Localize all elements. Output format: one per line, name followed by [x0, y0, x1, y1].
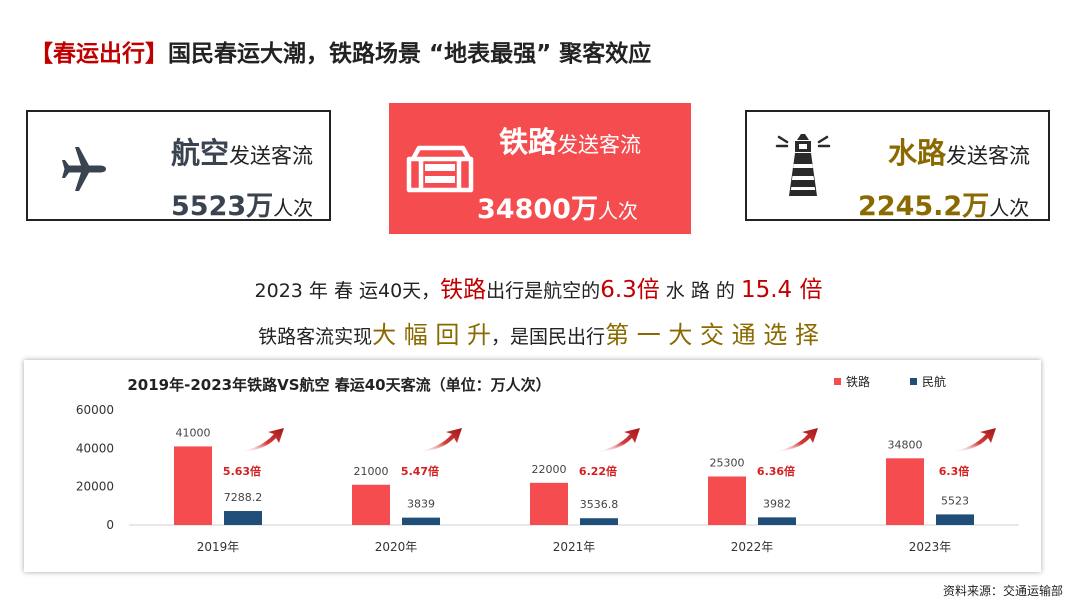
growth-arrow-icon-3 — [772, 428, 818, 452]
water-mode-label: 水路发送客流 — [888, 130, 1030, 172]
summary-l2-c: ，是国民出行 — [491, 326, 606, 348]
bar-rail-4 — [886, 458, 924, 525]
title-tag: 【春运出行】 — [30, 41, 168, 67]
summary-l1-c: 水 路 的 — [659, 280, 741, 302]
summary-l2-d: 第 一 大 交 通 选 择 — [605, 321, 819, 349]
growth-arrow-icon-2 — [594, 428, 640, 452]
page-title: 【春运出行】国民春运大潮，铁路场景 “地表最强” 聚客效应 — [30, 34, 651, 68]
legend-label-1: 民航 — [922, 374, 946, 389]
summary-l1-x1: 6.3倍 — [600, 277, 660, 303]
summary-line-1: 2023 年 春 运40天，铁路出行是航空的6.3倍 水 路 的 15.4 倍 — [0, 270, 1077, 304]
bar-rail-1 — [352, 484, 390, 525]
bar-chart: 2019年-2023年铁路VS航空 春运40天客流（单位：万人次） 铁路 民航 0 20… — [76, 374, 1019, 554]
bar-rail-0 — [174, 446, 212, 525]
water-value: 2245.2万人次 — [858, 184, 1029, 223]
summary-l2-a: 铁路客流实现 — [258, 326, 373, 348]
ratio-label-4: 6.3倍 — [939, 464, 970, 478]
water-mode-sub: 发送客流 — [946, 144, 1031, 168]
data-label-rail-3: 25300 — [710, 457, 745, 470]
data-label-air-0: 7288.2 — [224, 491, 263, 504]
air-value-number: 5523 — [171, 191, 247, 222]
bar-air-0 — [224, 511, 262, 525]
air-card: 航空发送客流 5523万人次 — [26, 110, 331, 223]
chart-panel: 2019年-2023年铁路VS航空 春运40天客流（单位：万人次） 铁路 民航 0 20… — [24, 360, 1041, 572]
air-value-suffix: 人次 — [273, 196, 314, 220]
bar-rail-2 — [530, 482, 568, 525]
data-label-rail-2: 22000 — [532, 463, 567, 476]
growth-arrow-icon-4 — [950, 428, 996, 452]
source-note: 资料来源：交通运输部 — [942, 584, 1063, 598]
data-label-rail-0: 41000 — [176, 426, 211, 439]
rail-mode-label: 铁路发送客流 — [499, 119, 641, 161]
airplane-icon — [56, 142, 110, 200]
data-label-air-4: 5523 — [941, 494, 969, 507]
summary-l1-b: 出行是航空的 — [486, 280, 601, 302]
data-label-rail-4: 34800 — [888, 438, 923, 451]
air-mode-name: 航空 — [171, 136, 230, 170]
data-label-air-3: 3982 — [763, 497, 791, 510]
summary-line-2: 铁路客流实现大 幅 回 升，是国民出行第 一 大 交 通 选 择 — [0, 315, 1077, 350]
rail-mode-name: 铁路 — [499, 125, 558, 159]
data-label-air-2: 3536.8 — [580, 498, 619, 511]
water-value-unit: 万 — [962, 191, 990, 222]
legend-swatch-1 — [910, 378, 917, 385]
x-tick-label-2: 2021年 — [553, 540, 596, 554]
air-mode-label: 航空发送客流 — [171, 130, 313, 172]
data-label-air-1: 3839 — [407, 498, 435, 511]
rail-value-number: 34800 — [477, 194, 571, 225]
summary-l2-b: 大 幅 回 升 — [372, 321, 492, 349]
ratio-label-2: 6.22倍 — [579, 464, 617, 478]
rail-value-unit: 万 — [570, 194, 598, 225]
bar-air-1 — [402, 517, 440, 525]
y-tick-label-2: 40000 — [76, 441, 114, 455]
y-tick-label-3: 60000 — [76, 403, 114, 417]
air-value-unit: 万 — [246, 191, 274, 222]
rail-mode-sub: 发送客流 — [557, 133, 642, 157]
water-value-number: 2245.2 — [858, 191, 963, 222]
x-tick-label-0: 2019年 — [197, 540, 240, 554]
air-mode-sub: 发送客流 — [229, 144, 314, 168]
legend-swatch-0 — [834, 378, 841, 385]
bar-air-4 — [936, 514, 974, 525]
summary-l1-x2: 15.4 倍 — [740, 277, 823, 303]
bar-rail-3 — [708, 476, 746, 525]
air-value: 5523万人次 — [171, 184, 313, 223]
summary-l1-a: 2023 年 春 运40天， — [254, 280, 441, 302]
lighthouse-icon — [775, 132, 831, 204]
growth-arrow-icon-1 — [416, 428, 462, 452]
water-card: 水路发送客流 2245.2万人次 — [745, 110, 1050, 223]
bar-air-2 — [580, 518, 618, 525]
rail-value-suffix: 人次 — [597, 199, 638, 223]
rail-card: 铁路发送客流 34800万人次 — [389, 103, 691, 234]
growth-arrow-icon-0 — [238, 428, 284, 452]
ratio-label-1: 5.47倍 — [401, 464, 439, 478]
rail-value: 34800万人次 — [477, 187, 638, 226]
train-icon — [403, 143, 477, 199]
x-tick-label-3: 2022年 — [731, 540, 774, 554]
bar-air-3 — [758, 517, 796, 525]
ratio-label-0: 5.63倍 — [223, 464, 261, 478]
y-tick-label-0: 0 — [106, 518, 114, 532]
ratio-label-3: 6.36倍 — [757, 464, 795, 478]
chart-title: 2019年-2023年铁路VS航空 春运40天客流（单位：万人次） — [127, 376, 550, 394]
summary-l1-rail: 铁路 — [440, 277, 487, 303]
title-text: 国民春运大潮，铁路场景 “地表最强” 聚客效应 — [168, 41, 652, 67]
water-value-suffix: 人次 — [989, 196, 1030, 220]
water-mode-name: 水路 — [888, 136, 947, 170]
data-label-rail-1: 21000 — [354, 465, 389, 478]
x-tick-label-4: 2023年 — [909, 540, 952, 554]
y-tick-label-1: 20000 — [76, 480, 114, 494]
legend-label-0: 铁路 — [846, 374, 870, 389]
x-tick-label-1: 2020年 — [375, 540, 418, 554]
